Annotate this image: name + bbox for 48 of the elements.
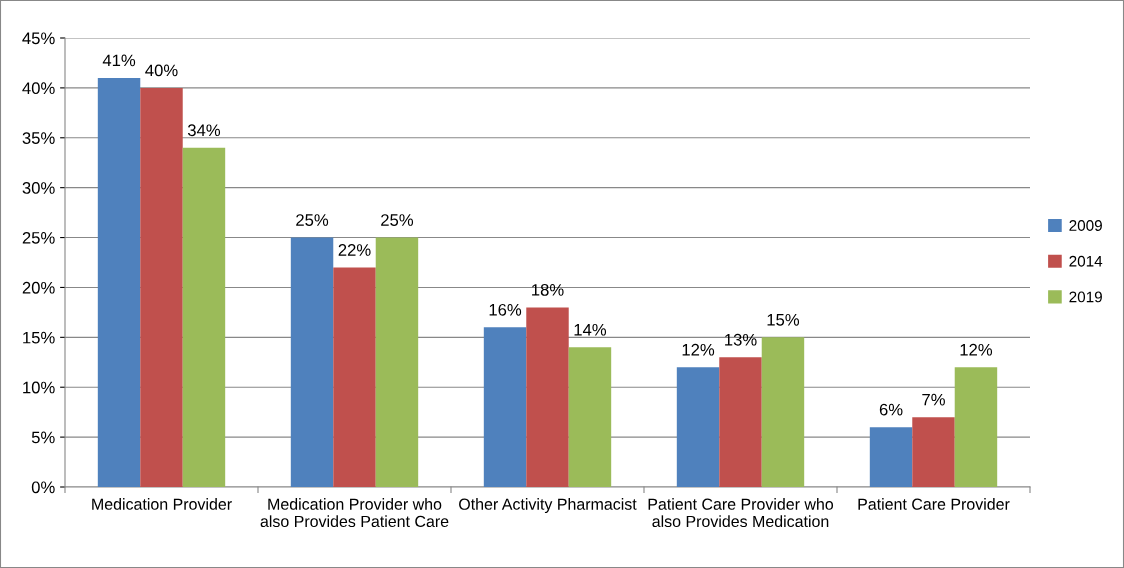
- y-tick-label: 0%: [31, 481, 55, 494]
- legend-label: 2014: [1069, 255, 1103, 267]
- data-label: 22%: [338, 244, 371, 256]
- x-tick-label: Medication Provider who also Provides Patient Care: [260, 498, 449, 528]
- legend-label: 2009: [1069, 220, 1102, 231]
- data-label: 6%: [879, 403, 903, 416]
- data-label: 34%: [187, 124, 221, 137]
- bar: [97, 77, 141, 487]
- y-tick-label: 30%: [22, 182, 55, 194]
- data-label: 40%: [145, 64, 178, 77]
- y-tick-label: 35%: [22, 132, 55, 144]
- legend-label: 2019: [1069, 291, 1102, 303]
- data-label: 7%: [922, 393, 945, 406]
- data-label: 12%: [960, 343, 993, 356]
- y-tick-label: 20%: [22, 281, 55, 294]
- data-label: 25%: [296, 214, 329, 226]
- data-label: 13%: [725, 333, 757, 346]
- data-label: 15%: [767, 313, 800, 326]
- bar: [526, 307, 569, 487]
- y-tick-label: 5%: [31, 431, 55, 444]
- data-label: 41%: [102, 54, 136, 67]
- x-tick-label: Other Activity Pharmacist: [459, 498, 637, 513]
- y-tick-label: 10%: [23, 381, 55, 394]
- bar: [333, 267, 376, 487]
- bar: [869, 427, 913, 487]
- bar: [290, 237, 334, 487]
- bar: [140, 87, 183, 487]
- bar: [912, 417, 955, 487]
- data-label: 25%: [381, 214, 414, 226]
- bar: [954, 367, 998, 487]
- bar: [182, 147, 226, 487]
- bar: [483, 327, 527, 487]
- bar: [375, 237, 419, 487]
- data-label: 18%: [532, 283, 564, 296]
- y-tick-label: 45%: [22, 32, 55, 45]
- x-tick-label: Patient Care Provider: [858, 498, 1010, 510]
- data-label: 16%: [489, 303, 522, 316]
- bar: [719, 357, 762, 487]
- x-tick-label: Medication Provider: [92, 498, 232, 510]
- bar: [568, 347, 612, 487]
- data-label: 12%: [682, 343, 715, 356]
- y-tick-label: 15%: [23, 331, 55, 344]
- x-tick-label: Patient Care Provider who also Provides Medication: [648, 498, 834, 528]
- data-label: 14%: [574, 323, 607, 336]
- y-tick-label: 25%: [22, 231, 55, 244]
- bar: [676, 367, 720, 487]
- y-tick-label: 40%: [22, 82, 55, 95]
- bar: [761, 337, 805, 487]
